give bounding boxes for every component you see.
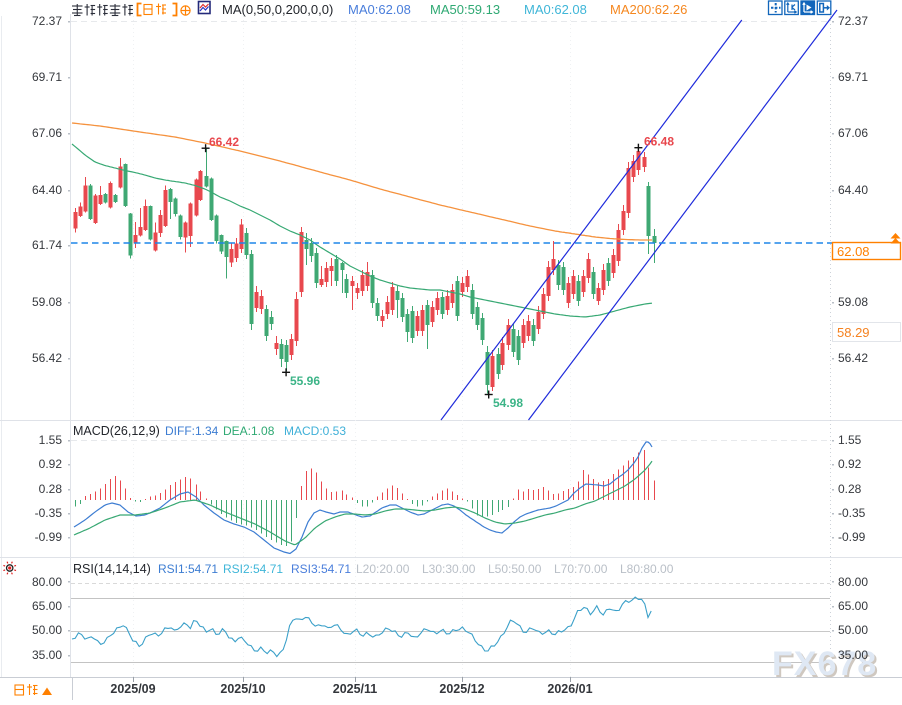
svg-text:L30:30.00: L30:30.00 bbox=[422, 562, 476, 576]
svg-text:FX678: FX678 bbox=[772, 645, 877, 683]
svg-text:2026/01: 2026/01 bbox=[547, 682, 592, 696]
svg-text:MACD(26,12,9): MACD(26,12,9) bbox=[73, 424, 160, 438]
svg-text:58.29: 58.29 bbox=[837, 325, 870, 340]
svg-text:67.06: 67.06 bbox=[838, 126, 868, 140]
svg-text:RSI(14,14,14): RSI(14,14,14) bbox=[73, 562, 151, 576]
svg-text:2025/11: 2025/11 bbox=[333, 682, 378, 696]
svg-text:54.98: 54.98 bbox=[493, 396, 523, 410]
svg-text:-0.35: -0.35 bbox=[35, 506, 63, 520]
svg-text:DIFF:1.34: DIFF:1.34 bbox=[165, 424, 219, 438]
svg-text:64.40: 64.40 bbox=[838, 183, 868, 197]
svg-text:65.00: 65.00 bbox=[32, 599, 62, 613]
svg-text:35.00: 35.00 bbox=[32, 648, 62, 662]
svg-text:56.42: 56.42 bbox=[838, 351, 868, 365]
svg-text:-0.99: -0.99 bbox=[35, 530, 63, 544]
svg-text:L80:80.00: L80:80.00 bbox=[620, 562, 674, 576]
svg-text:62.08: 62.08 bbox=[837, 244, 870, 259]
svg-text:MACD:0.53: MACD:0.53 bbox=[284, 424, 346, 438]
svg-text:2025/12: 2025/12 bbox=[439, 682, 484, 696]
svg-text:2025/10: 2025/10 bbox=[220, 682, 265, 696]
svg-text:80.00: 80.00 bbox=[32, 575, 62, 589]
svg-text:L50:50.00: L50:50.00 bbox=[488, 562, 542, 576]
svg-text:L20:20.00: L20:20.00 bbox=[356, 562, 410, 576]
svg-text:0.92: 0.92 bbox=[39, 457, 63, 471]
svg-text:72.37: 72.37 bbox=[32, 14, 62, 28]
svg-text:MA(0,50,0,200,0,0): MA(0,50,0,200,0,0) bbox=[222, 2, 333, 17]
svg-text:67.06: 67.06 bbox=[32, 126, 62, 140]
svg-text:-0.99: -0.99 bbox=[838, 530, 866, 544]
svg-text:FX678: FX678 bbox=[774, 647, 879, 685]
svg-text:56.42: 56.42 bbox=[32, 351, 62, 365]
svg-text:35.00: 35.00 bbox=[838, 648, 868, 662]
svg-text:1.55: 1.55 bbox=[39, 433, 63, 447]
svg-text:66.42: 66.42 bbox=[209, 135, 239, 149]
svg-text:MA200:62.26: MA200:62.26 bbox=[610, 2, 687, 17]
svg-text:0.92: 0.92 bbox=[838, 457, 862, 471]
svg-text:RSI2:54.71: RSI2:54.71 bbox=[223, 562, 283, 576]
svg-text:65.00: 65.00 bbox=[838, 599, 868, 613]
svg-text:80.00: 80.00 bbox=[838, 575, 868, 589]
svg-text:0.28: 0.28 bbox=[39, 482, 63, 496]
svg-text:69.71: 69.71 bbox=[32, 70, 62, 84]
svg-text:L70:70.00: L70:70.00 bbox=[554, 562, 608, 576]
svg-text:2025/09: 2025/09 bbox=[110, 682, 155, 696]
svg-text:-0.35: -0.35 bbox=[838, 506, 866, 520]
svg-text:64.40: 64.40 bbox=[32, 183, 62, 197]
svg-text:72.37: 72.37 bbox=[838, 14, 868, 28]
svg-text:59.08: 59.08 bbox=[32, 295, 62, 309]
svg-text:1.55: 1.55 bbox=[838, 433, 862, 447]
svg-text:MA0:62.08: MA0:62.08 bbox=[348, 2, 411, 17]
svg-text:50.00: 50.00 bbox=[32, 623, 62, 637]
svg-text:59.08: 59.08 bbox=[838, 295, 868, 309]
svg-text:55.96: 55.96 bbox=[290, 374, 320, 388]
svg-text:66.48: 66.48 bbox=[644, 135, 674, 149]
svg-text:RSI3:54.71: RSI3:54.71 bbox=[291, 562, 351, 576]
svg-text:RSI1:54.71: RSI1:54.71 bbox=[158, 562, 218, 576]
svg-text:0.28: 0.28 bbox=[838, 482, 862, 496]
svg-text:MA0:62.08: MA0:62.08 bbox=[524, 2, 587, 17]
svg-text:50.00: 50.00 bbox=[838, 623, 868, 637]
svg-text:69.71: 69.71 bbox=[838, 70, 868, 84]
svg-text:MA50:59.13: MA50:59.13 bbox=[430, 2, 500, 17]
svg-text:DEA:1.08: DEA:1.08 bbox=[223, 424, 275, 438]
svg-text:61.74: 61.74 bbox=[32, 238, 62, 252]
